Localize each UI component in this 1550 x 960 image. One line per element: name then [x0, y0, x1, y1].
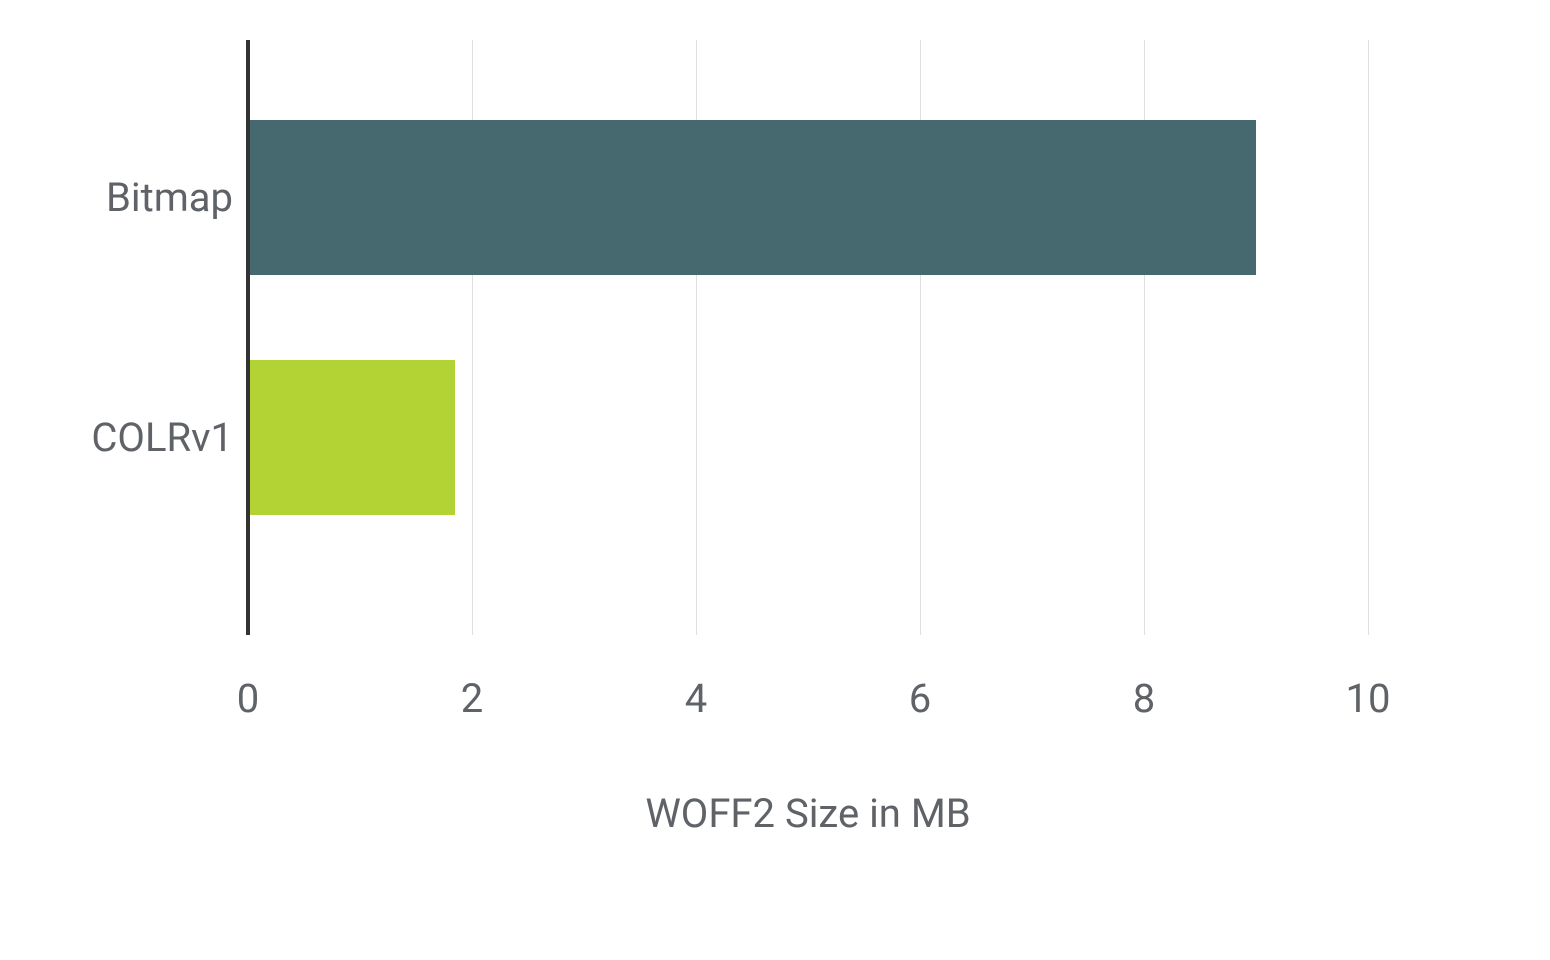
x-axis-title: WOFF2 Size in MB: [248, 790, 1368, 837]
x-tick-label: 0: [198, 675, 298, 722]
category-label-bitmap: Bitmap: [106, 174, 233, 221]
x-tick-label: 4: [646, 675, 746, 722]
x-tick-label: 8: [1094, 675, 1194, 722]
bar-colrv1: [248, 360, 455, 515]
bar-bitmap: [248, 120, 1256, 275]
category-label-colrv1: COLRv1: [91, 414, 233, 461]
bar-chart: Bitmap COLRv1 0 2 4 6 8 10 WOFF2 Size in MB: [0, 0, 1550, 960]
plot-area: [248, 40, 1368, 635]
x-tick-label: 2: [422, 675, 522, 722]
gridline: [1368, 40, 1369, 635]
x-tick-label: 6: [870, 675, 970, 722]
y-axis: [246, 40, 250, 635]
x-tick-label: 10: [1318, 675, 1418, 722]
